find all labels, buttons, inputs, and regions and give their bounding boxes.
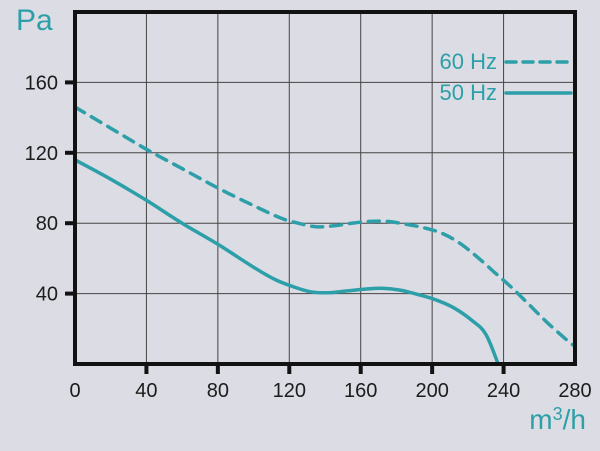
y-axis-unit-label: Pa bbox=[16, 4, 53, 37]
x-tick-label: 40 bbox=[135, 380, 157, 402]
plot-border bbox=[73, 10, 577, 366]
x-tick-label: 120 bbox=[273, 380, 306, 402]
x-unit-base: m bbox=[529, 404, 553, 435]
x-tick-label: 160 bbox=[344, 380, 377, 402]
y-tick-label: 160 bbox=[25, 72, 58, 94]
x-tick-label: 240 bbox=[487, 380, 520, 402]
x-axis-unit-label: m3/h bbox=[529, 405, 586, 434]
x-tick-label: 280 bbox=[558, 380, 591, 402]
curve-50-hz bbox=[73, 158, 500, 366]
x-tick-label: 80 bbox=[207, 380, 229, 402]
x-unit-rest: /h bbox=[562, 404, 586, 435]
y-tick-label: 40 bbox=[36, 284, 58, 306]
legend-label-50-hz: 50 Hz bbox=[440, 80, 497, 105]
y-tick-label: 120 bbox=[25, 143, 58, 165]
x-unit-superscript: 3 bbox=[552, 404, 563, 424]
curve-60-hz bbox=[73, 105, 577, 349]
y-tick-label: 80 bbox=[36, 213, 58, 235]
x-tick-label: 0 bbox=[69, 380, 80, 402]
legend-label-60-hz: 60 Hz bbox=[440, 49, 497, 74]
x-tick-label: 200 bbox=[415, 380, 448, 402]
